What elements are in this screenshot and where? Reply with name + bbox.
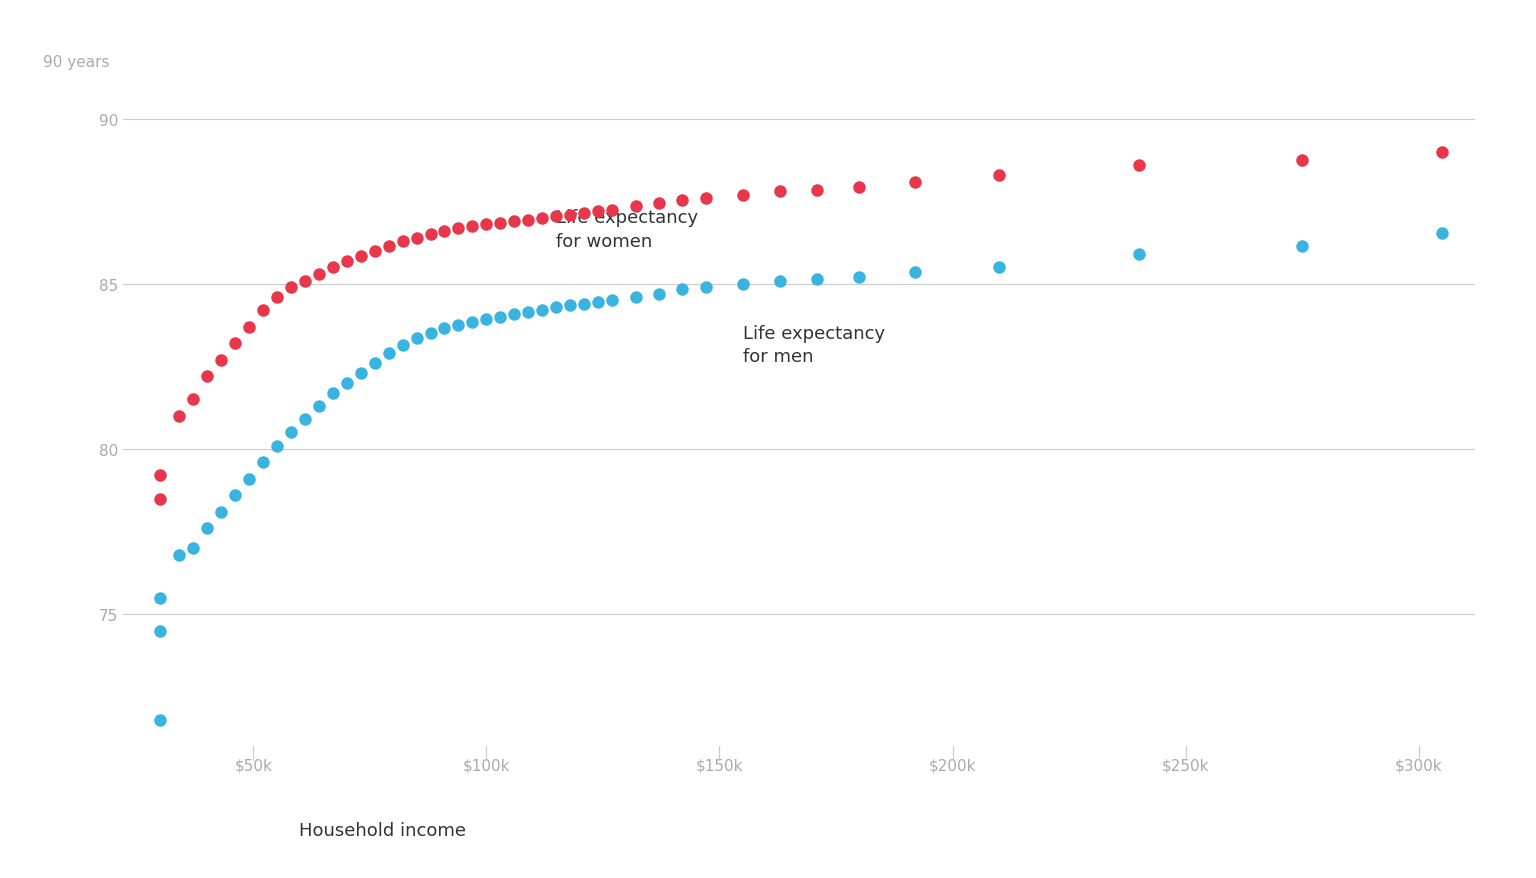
Point (223, 337, 247, 351)
Point (147, 591, 172, 605)
Point (181, 542, 206, 556)
Point (181, 393, 206, 407)
Point (601, 204, 625, 218)
Point (502, 215, 527, 229)
Point (475, 313, 499, 327)
Text: Life expectancy
for women: Life expectancy for women (556, 209, 699, 250)
Point (544, 210, 568, 224)
Point (376, 240, 401, 254)
Point (166, 409, 190, 423)
Point (544, 300, 568, 314)
Point (571, 298, 596, 312)
Point (805, 184, 829, 198)
Point (321, 261, 346, 275)
Point (278, 281, 303, 295)
Point (1290, 154, 1315, 168)
Point (306, 399, 330, 414)
Point (1430, 227, 1455, 241)
Point (624, 291, 648, 305)
Point (250, 304, 275, 318)
Point (209, 505, 233, 519)
Point (147, 492, 172, 506)
Point (903, 266, 928, 280)
Point (349, 249, 373, 263)
Point (335, 377, 359, 391)
Point (768, 274, 793, 288)
Point (321, 386, 346, 400)
Point (475, 219, 499, 233)
Point (530, 212, 554, 226)
Point (264, 439, 289, 453)
Point (404, 232, 429, 246)
Point (418, 228, 442, 242)
Point (693, 191, 717, 205)
Point (1127, 248, 1152, 262)
Point (292, 413, 316, 427)
Point (530, 304, 554, 318)
Point (587, 296, 611, 310)
Point (601, 294, 625, 308)
Point (376, 347, 401, 361)
Text: Household income: Household income (298, 821, 465, 838)
Point (166, 548, 190, 562)
Point (209, 354, 233, 368)
Point (461, 220, 485, 234)
Point (693, 281, 717, 295)
Point (237, 472, 261, 486)
Point (349, 367, 373, 381)
Point (647, 287, 671, 301)
Point (461, 315, 485, 329)
Point (731, 277, 756, 291)
Point (488, 311, 513, 325)
Point (846, 271, 871, 285)
Text: Life expectancy
for men: Life expectancy for men (743, 324, 885, 366)
Point (264, 291, 289, 305)
Point (670, 283, 694, 297)
Text: 90 years: 90 years (43, 55, 109, 70)
Point (445, 319, 470, 333)
Point (670, 193, 694, 207)
Point (195, 370, 220, 384)
Point (390, 234, 415, 248)
Point (445, 221, 470, 235)
Point (1290, 240, 1315, 254)
Point (903, 176, 928, 190)
Point (390, 339, 415, 353)
Point (362, 356, 387, 371)
Point (558, 208, 582, 222)
Point (195, 522, 220, 536)
Point (237, 320, 261, 335)
Point (404, 332, 429, 346)
Point (362, 245, 387, 259)
Point (418, 327, 442, 341)
Point (223, 489, 247, 503)
Point (432, 225, 456, 239)
Point (624, 200, 648, 214)
Point (986, 261, 1011, 275)
Point (768, 185, 793, 199)
Point (335, 255, 359, 269)
Point (292, 274, 316, 288)
Point (731, 189, 756, 203)
Point (1430, 146, 1455, 160)
Point (587, 205, 611, 220)
Point (488, 217, 513, 231)
Point (147, 469, 172, 483)
Point (306, 268, 330, 282)
Point (986, 169, 1011, 183)
Point (278, 426, 303, 440)
Point (147, 713, 172, 727)
Point (147, 624, 172, 638)
Point (516, 306, 541, 320)
Point (502, 307, 527, 321)
Point (432, 322, 456, 336)
Point (571, 206, 596, 220)
Point (647, 197, 671, 211)
Point (1127, 159, 1152, 173)
Point (516, 213, 541, 227)
Point (846, 180, 871, 194)
Point (558, 299, 582, 313)
Point (250, 456, 275, 470)
Point (805, 273, 829, 287)
